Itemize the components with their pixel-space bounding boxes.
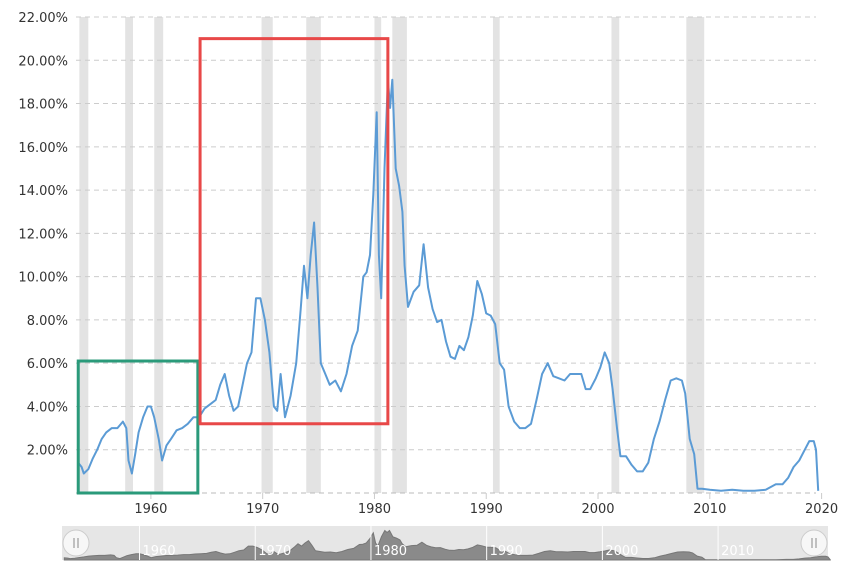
navigator-tick-label: 2000 xyxy=(605,544,638,559)
x-tick-label: 2000 xyxy=(581,502,614,517)
recession-band-2 xyxy=(154,17,164,493)
recession-bands xyxy=(79,17,705,493)
y-tick-label: 8.00% xyxy=(27,314,68,329)
recession-band-8 xyxy=(611,17,620,493)
highlight-box-0 xyxy=(76,359,200,495)
y-tick-label: 18.00% xyxy=(18,98,68,113)
navigator[interactable]: 1960 1970 1980 1990 2000 2010 xyxy=(62,526,831,561)
recession-band-7 xyxy=(492,17,500,493)
navigator-tick-label: 1960 xyxy=(143,544,176,559)
x-tick-label: 1970 xyxy=(246,502,279,517)
y-tick-label: 12.00% xyxy=(18,227,68,242)
navigator-tick-label: 2010 xyxy=(721,544,754,559)
recession-band-5 xyxy=(374,17,382,493)
highlight-box-1 xyxy=(198,37,390,426)
x-axis: 1960 1970 1980 1990 2000 2010 2020 xyxy=(134,493,838,517)
y-tick-label: 20.00% xyxy=(18,54,68,69)
x-tick-label: 1980 xyxy=(358,502,391,517)
y-tick-label: 22.00% xyxy=(18,11,68,26)
recession-band-6 xyxy=(392,17,407,493)
recession-band-0 xyxy=(79,17,89,493)
navigator-series-area xyxy=(63,529,831,561)
navigator-right-handle[interactable] xyxy=(800,529,828,557)
series-lines xyxy=(77,78,820,492)
x-tick-label: 1960 xyxy=(134,502,167,517)
recession-band-1 xyxy=(125,17,134,493)
navigator-tick-label: 1980 xyxy=(374,544,407,559)
navigator-left-handle[interactable] xyxy=(62,529,90,557)
x-tick-label: 1990 xyxy=(470,502,503,517)
series-line-0 xyxy=(77,78,820,492)
navigator-tick-label: 1990 xyxy=(490,544,523,559)
handle-knob[interactable] xyxy=(62,529,90,557)
y-tick-label: 14.00% xyxy=(18,184,68,199)
recession-band-4 xyxy=(306,17,321,493)
y-tick-label: 6.00% xyxy=(27,357,68,372)
y-tick-label: 2.00% xyxy=(27,444,68,459)
y-tick-label: 10.00% xyxy=(18,271,68,286)
handle-knob[interactable] xyxy=(800,529,828,557)
navigator-tick-label: 1970 xyxy=(258,544,291,559)
y-tick-label: 16.00% xyxy=(18,141,68,156)
recession-band-3 xyxy=(261,17,273,493)
y-gridlines xyxy=(76,16,816,494)
y-axis: 2.00% 4.00% 6.00% 8.00% 10.00% 12.00% 14.00% 16… xyxy=(18,11,68,459)
x-tick-label: 2020 xyxy=(805,502,838,517)
recession-band-9 xyxy=(686,17,705,493)
highlight-boxes xyxy=(76,37,390,495)
y-tick-label: 4.00% xyxy=(27,400,68,415)
x-tick-label: 2010 xyxy=(693,502,726,517)
